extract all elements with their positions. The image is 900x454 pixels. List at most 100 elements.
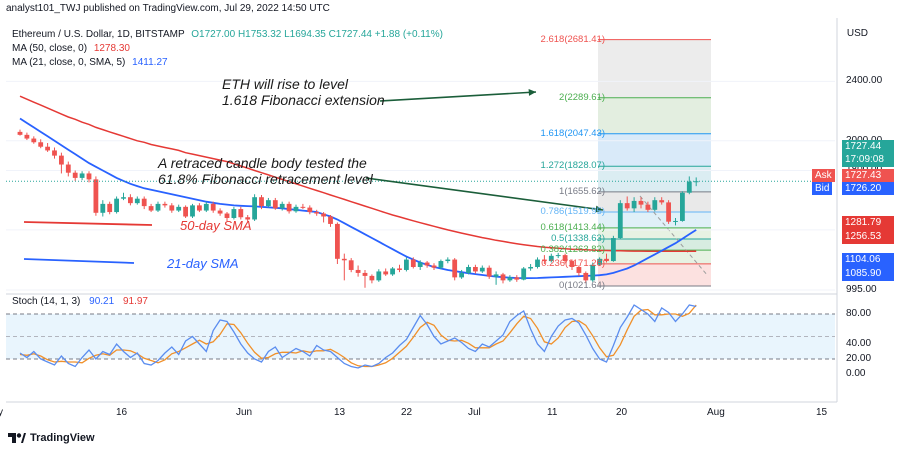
stoch-k-line — [19, 304, 697, 369]
candle-body — [631, 200, 637, 209]
annotation-retraced-line2: 61.8% Fibonacci retracement level — [158, 171, 373, 187]
candle-body — [624, 203, 630, 209]
candle-body — [445, 259, 451, 262]
candle-body — [473, 266, 478, 272]
ma21-label: MA (21, close, 0, SMA, 5) — [12, 57, 126, 68]
candle-body — [514, 277, 520, 280]
candle-body — [259, 197, 264, 207]
candle-body — [355, 269, 361, 273]
candle-body — [134, 198, 140, 204]
candle-body — [397, 268, 402, 270]
candle-body — [521, 268, 527, 280]
fib-zone — [598, 250, 711, 264]
candle-body — [680, 192, 685, 221]
publish-header: analyst101_TWJ published on TradingView.… — [6, 3, 330, 14]
tradingview-footer[interactable]: TradingView — [8, 432, 95, 444]
stoch-tick-label: 0.00 — [846, 368, 866, 379]
ma50-box1: 1281.79 — [842, 216, 894, 230]
annotation-retraced-line1: A retraced candle body tested the — [158, 155, 367, 171]
time-tick-label: Aug — [707, 407, 725, 418]
candle-body — [542, 259, 547, 262]
annotation-eth-rise: ETH will rise to level 1.618 Fibonacci e… — [222, 76, 385, 108]
candle-body — [383, 271, 389, 275]
candle-body — [638, 200, 644, 205]
candle-body — [417, 262, 423, 267]
candle-body — [659, 200, 665, 203]
fib-zone — [598, 238, 711, 251]
fib-label: 1.272(1828.07) — [540, 160, 605, 172]
candle-body — [176, 206, 182, 211]
candle-body — [555, 255, 561, 257]
candle-body — [252, 197, 257, 220]
candle-body — [493, 274, 499, 277]
ma50-line — [19, 95, 697, 252]
candle-body — [362, 272, 368, 276]
stoch-k-value: 90.21 — [89, 296, 115, 307]
stoch-label: Stoch (14, 1, 3) — [12, 296, 81, 307]
candle-body — [231, 209, 237, 218]
candle-body — [121, 197, 126, 199]
symbol-legend: Ethereum / U.S. Dollar, 1D, BITSTAMP O17… — [12, 29, 443, 40]
candle-body — [79, 173, 85, 178]
fib-zone — [598, 227, 711, 239]
candle-body — [210, 203, 216, 211]
ma21-box1: 1104.06 — [842, 253, 894, 267]
candle-body — [190, 205, 195, 217]
candle-body — [293, 206, 299, 212]
fib-zone — [598, 97, 711, 134]
ma50-legend: MA (50, close, 0) 1278.30 — [12, 43, 130, 54]
fib-label: 0.618(1413.44) — [540, 221, 605, 233]
candle-body — [335, 223, 340, 259]
stoch-tick-label: 20.00 — [846, 353, 872, 364]
ask-price-box: 1727.43 — [842, 169, 894, 182]
time-tick-label: Jul — [468, 407, 481, 418]
candle-body — [217, 210, 223, 214]
candle-body — [583, 272, 589, 281]
ma21-legend: MA (21, close, 0, SMA, 5) 1411.27 — [12, 57, 168, 68]
candle-body — [86, 173, 92, 180]
candle-body — [24, 134, 30, 139]
candle-body — [479, 267, 485, 272]
stoch-tick-label: 40.00 — [846, 338, 872, 349]
ohlc-values: O1727.00 H1753.32 L1694.35 C1727.44 +1.8… — [191, 29, 443, 40]
candle-body — [404, 259, 409, 270]
candle-body — [203, 203, 209, 211]
candle-body — [93, 179, 99, 213]
bid-price-box: 1726.20 — [842, 182, 894, 195]
candle-body — [390, 268, 395, 275]
candle-body — [266, 200, 271, 207]
sma50-label: 50-day SMA — [180, 218, 252, 233]
tradingview-brand: TradingView — [30, 432, 95, 444]
stoch-legend: Stoch (14, 1, 3) 90.21 91.97 — [12, 296, 148, 307]
last-price-box: 1727.44 — [842, 140, 894, 154]
candle-body — [459, 272, 464, 278]
time-tick-label: Jun — [236, 407, 253, 418]
fib-zone — [598, 212, 711, 228]
candle-body — [424, 262, 430, 266]
ask-tag: Ask — [812, 169, 835, 182]
candle-body — [466, 266, 471, 273]
candle-body — [486, 267, 492, 277]
candle-body — [197, 205, 202, 211]
last-price: 1727.44 — [845, 141, 882, 152]
candle-body — [321, 213, 326, 217]
candle-body — [224, 213, 230, 218]
candle-body — [686, 181, 692, 193]
candle-body — [666, 202, 671, 222]
stoch-d-line — [19, 304, 697, 368]
candle-body — [562, 255, 568, 262]
stoch-d-value: 91.97 — [122, 296, 148, 307]
candle-body — [162, 203, 168, 206]
arrow-to-extension-head — [528, 88, 536, 96]
candle-body — [528, 266, 533, 269]
annotation-eth-rise-line1: ETH will rise to level — [222, 76, 349, 92]
candle-body — [155, 203, 161, 211]
candle-body — [52, 150, 57, 156]
candle-body — [569, 261, 575, 267]
candle-body — [65, 164, 71, 173]
bid-price: 1726.20 — [845, 183, 882, 194]
candle-body — [507, 277, 513, 281]
candle-body — [183, 206, 188, 217]
